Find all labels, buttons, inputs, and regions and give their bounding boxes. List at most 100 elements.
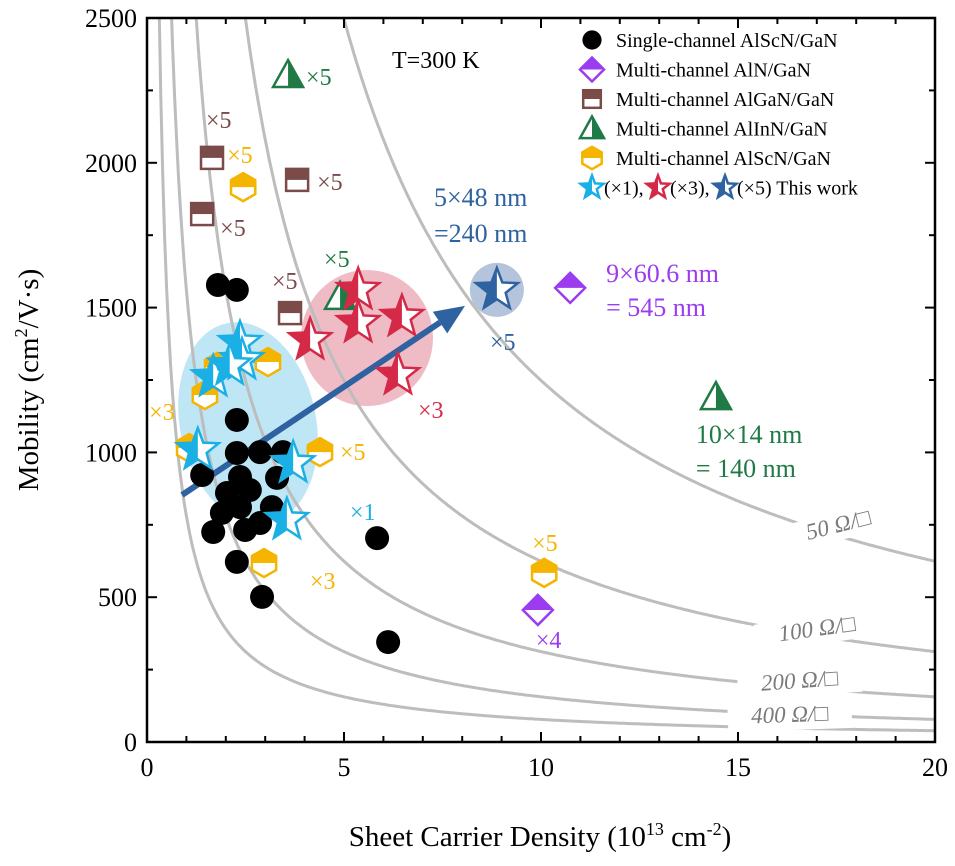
x5-thickness-note: 5×48 nm [434, 183, 527, 212]
square-top-fill [191, 203, 214, 215]
ylabel-rest: /V·s) [13, 269, 45, 329]
circle-point [224, 440, 249, 465]
circle-point [227, 495, 252, 520]
circle-point [224, 277, 249, 302]
data-points [173, 57, 734, 655]
xlabel-unit-sup: -2 [707, 819, 722, 839]
star-fill [289, 318, 311, 358]
star-fill [646, 175, 658, 198]
triangle-point [698, 379, 734, 411]
diamond-point [521, 593, 555, 627]
circle-marker [224, 407, 249, 432]
star-×1-point [262, 494, 312, 541]
legend-marker [582, 30, 602, 50]
square-top-fill [279, 302, 302, 314]
circle-marker [582, 30, 602, 50]
star-×3-point [373, 349, 423, 396]
legend-star-×1 [577, 171, 607, 201]
circle-marker [365, 526, 390, 551]
diamond-top-fill [522, 594, 553, 610]
point-label: ×5 [227, 143, 253, 169]
y-tick-label: 1500 [85, 294, 137, 323]
axes: 0 5 10 15 20 0 500 1000 1500 2000 2500 [85, 4, 948, 782]
arrow-head [432, 305, 465, 334]
legend-entry-this-work: (×3), [670, 178, 710, 200]
legend-entry-this-work: (×1), [604, 178, 644, 200]
point-label-line2: = 545 nm [606, 293, 706, 322]
legend-entry: Multi-channel AlN/GaN [616, 60, 811, 82]
circle-marker [224, 440, 249, 465]
legend-entry: Multi-channel AlGaN/GaN [616, 89, 834, 111]
point-label: ×3 [149, 400, 175, 426]
square-top-fill [583, 90, 601, 99]
circle-marker [205, 273, 230, 298]
temperature-annotation: T=300 K [392, 48, 480, 74]
circle-point [365, 526, 390, 551]
ylabel-main: Mobility (cm [13, 337, 45, 491]
curve-label-400: 400 Ω/□ [751, 701, 829, 729]
x-tick-label: 15 [725, 753, 751, 782]
point-label: ×4 [536, 628, 562, 654]
y-axis-label: Mobility (cm2/V·s) [11, 269, 45, 491]
hexagon-top-fill [307, 438, 333, 460]
hexagon-top-fill [582, 146, 602, 164]
xlabel-close: ) [722, 821, 732, 853]
xlabel-unit: cm [664, 821, 707, 853]
point-label: ×5 [324, 247, 350, 273]
star-fill [265, 497, 287, 538]
y-tick-label: 500 [98, 583, 137, 612]
curve-label-bg [727, 699, 853, 733]
circle-point [205, 273, 230, 298]
legend-entry: Multi-channel AlScN/GaN [616, 148, 831, 170]
triangle-right-fill [288, 60, 304, 88]
hexagon-point [306, 436, 334, 468]
legend-star-×3 [643, 171, 673, 201]
star-fill [337, 267, 359, 308]
star-fill [377, 353, 398, 393]
star-×1-point [173, 424, 223, 471]
star-×1-point [268, 437, 318, 484]
square-point [199, 145, 225, 171]
triangle-right-fill [592, 116, 604, 139]
legend-marker [581, 145, 603, 171]
square-top-fill [286, 168, 309, 180]
circle-marker [227, 495, 252, 520]
star-fill [580, 175, 592, 198]
point-label: ×5 [340, 440, 366, 466]
y-tick-label: 0 [124, 728, 137, 757]
x-tick-label: 5 [338, 753, 351, 782]
circle-point [233, 518, 258, 543]
circle-point [209, 500, 234, 525]
point-label: ×5 [317, 170, 343, 196]
legend-marker [581, 88, 603, 110]
circle-point [224, 407, 249, 432]
point-label: ×5 [306, 65, 332, 91]
circle-point [250, 584, 275, 609]
square-top-fill [201, 146, 224, 158]
diamond-point [553, 271, 587, 305]
point-label-line2: = 140 nm [696, 454, 796, 483]
hexagon-top-fill [231, 173, 256, 195]
circle-marker [209, 500, 234, 525]
hexagon-top-fill [251, 549, 277, 571]
point-label: ×3 [310, 569, 336, 595]
legend-marker [578, 55, 606, 84]
star-fill [208, 343, 230, 384]
circle-marker [224, 549, 249, 574]
xlabel-sup: 13 [646, 819, 664, 839]
triangle-point [270, 57, 306, 89]
x-tick-label: 0 [141, 753, 154, 782]
square-point [189, 201, 215, 227]
y-tick-label: 1000 [85, 438, 137, 467]
star-×3-point [333, 297, 383, 344]
arrow-shaft [180, 320, 442, 498]
legend-entry: Multi-channel AlInN/GaN [616, 119, 828, 141]
curve-label-bg [736, 663, 863, 701]
hexagon-point [229, 171, 257, 203]
curve-label-bg [753, 607, 881, 653]
point-label: ×5 [220, 216, 246, 242]
y-tick-label: 2000 [85, 149, 137, 178]
star-fill [475, 267, 497, 308]
point-label: ×5 [272, 269, 298, 295]
legend: Single-channel AlScN/GaN Multi-channel Al… [577, 30, 858, 201]
